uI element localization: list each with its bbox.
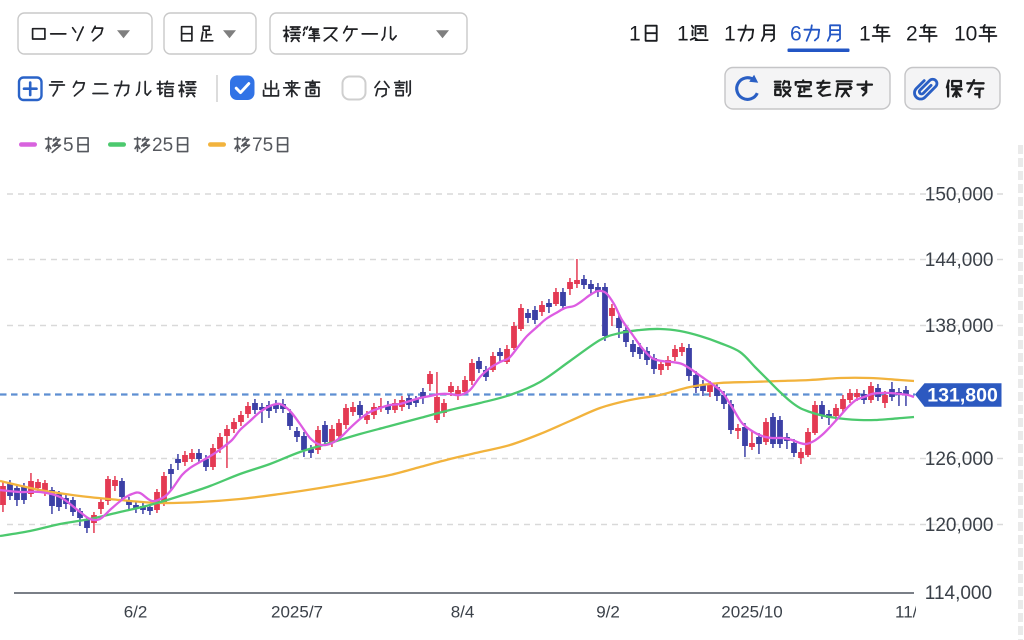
svg-text:114,000: 114,000: [925, 583, 992, 604]
svg-text:1: 1: [859, 22, 871, 45]
svg-text:9/2: 9/2: [596, 603, 620, 622]
svg-text:25: 25: [152, 135, 173, 156]
svg-text:150,000: 150,000: [925, 185, 994, 206]
svg-text:1: 1: [724, 22, 736, 45]
svg-text:75: 75: [252, 135, 273, 156]
svg-text:6/2: 6/2: [124, 603, 148, 622]
svg-text:2025/7: 2025/7: [271, 603, 323, 622]
svg-text:5: 5: [63, 135, 74, 156]
svg-text:138,000: 138,000: [925, 316, 994, 337]
svg-text:126,000: 126,000: [925, 449, 994, 470]
svg-text:1: 1: [629, 22, 641, 45]
svg-text:131,800: 131,800: [927, 384, 998, 406]
svg-text:8/4: 8/4: [451, 603, 475, 622]
svg-text:2025/10: 2025/10: [721, 603, 782, 622]
svg-text:120,000: 120,000: [925, 515, 994, 536]
svg-text:2: 2: [906, 22, 918, 45]
svg-text:10: 10: [954, 22, 977, 45]
svg-text:1: 1: [677, 22, 689, 45]
svg-text:6: 6: [790, 22, 802, 45]
svg-text:144,000: 144,000: [925, 250, 994, 271]
